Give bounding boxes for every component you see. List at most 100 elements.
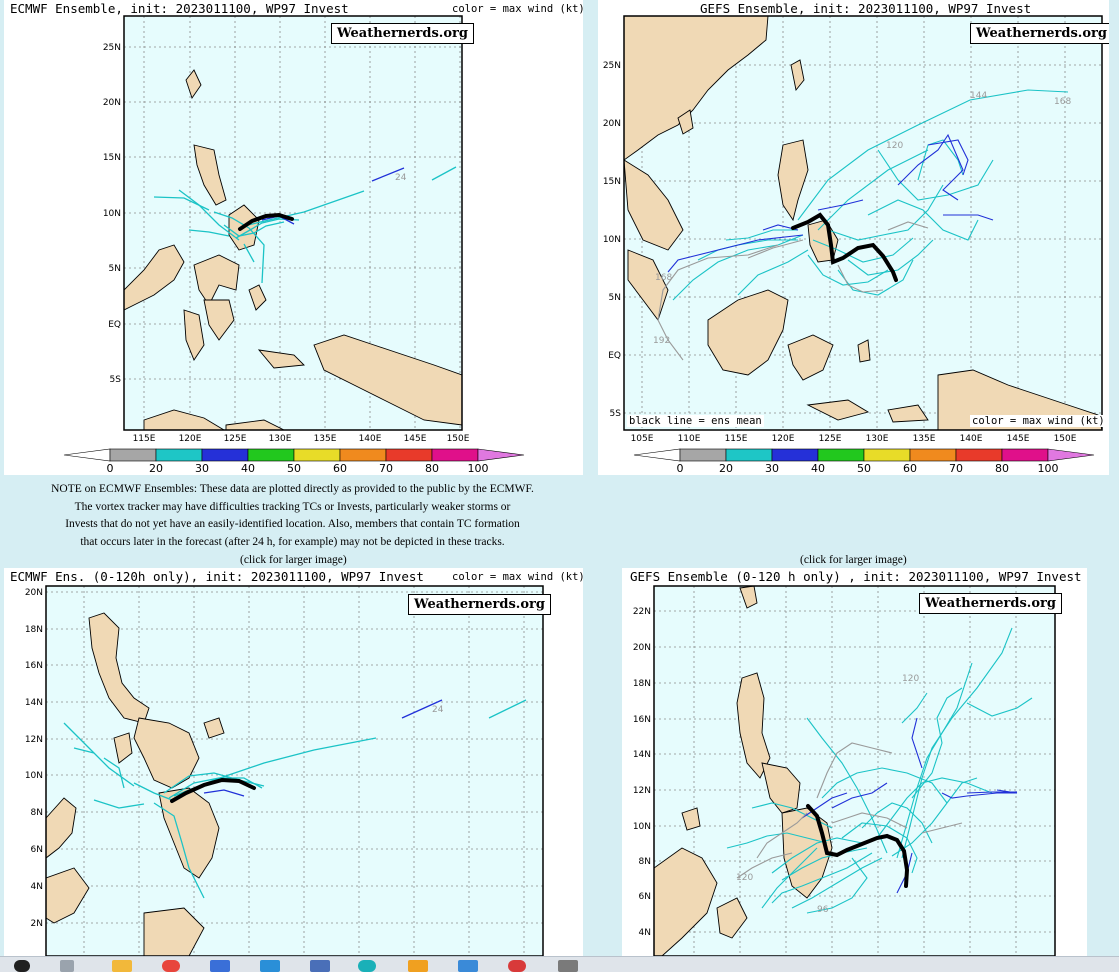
gefs-ensemble-map[interactable]: 144 168 120 168 192 25N 20N 15N 10N 5N EQ 5… (598, 0, 1109, 475)
chrome-icon[interactable] (162, 960, 180, 972)
svg-text:20: 20 (719, 462, 733, 475)
ecmwf-note: NOTE on ECMWF Ensembles: These data are … (20, 481, 565, 551)
track-member-line (736, 852, 793, 879)
svg-text:70: 70 (949, 462, 963, 475)
ecmwf-120h-map[interactable]: 24 20N 18N 16N 14N 12N 10N 8N 6N 4N 2N (4, 568, 583, 956)
track-member-line (756, 812, 808, 859)
gefs-120h-panel[interactable]: GEFS Ensemble (0-120 h only) , init: 202… (622, 568, 1087, 956)
track-member-line (188, 229, 230, 237)
ecmwf-120h-panel[interactable]: ECMWF Ens. (0-120h only), init: 20230111… (4, 568, 583, 956)
hour-labels: 120 120 96 (736, 674, 919, 915)
svg-text:115E: 115E (725, 434, 748, 444)
search-icon[interactable] (60, 960, 74, 972)
app-icon[interactable] (508, 960, 526, 972)
landmass (654, 586, 833, 956)
track-member-line (807, 254, 889, 286)
store-icon[interactable] (458, 960, 478, 972)
svg-text:140E: 140E (960, 434, 983, 444)
track-member-line (841, 822, 918, 874)
track-member-line (771, 837, 863, 874)
ecmwf-ensemble-map[interactable]: 24 25N 20N 15N 10N 5N EQ 5S 115E 120E 125E 13… (4, 0, 583, 475)
svg-text:8N: 8N (639, 857, 651, 867)
wind-colorbar (633, 448, 1095, 462)
ensemble-tracks (657, 89, 1069, 361)
track-member-line (761, 847, 818, 909)
svg-text:130E: 130E (269, 434, 292, 444)
longitude-labels: 105E 110E 115E 120E 125E 130E 135E 140E 145E… (631, 434, 1077, 444)
color-legend-label: color = max wind (kt) (970, 415, 1107, 427)
svg-text:EQ: EQ (108, 320, 121, 330)
edge-icon[interactable] (358, 960, 376, 972)
track-member-line (806, 857, 868, 914)
gefs-ensemble-panel[interactable]: GEFS Ensemble, init: 2023011100, WP97 In… (598, 0, 1109, 475)
svg-text:2N: 2N (31, 919, 43, 929)
track-member-line (966, 697, 1033, 717)
svg-text:EQ: EQ (608, 351, 621, 361)
svg-text:16N: 16N (633, 715, 651, 725)
svg-text:60: 60 (903, 462, 917, 475)
track-member-line (817, 149, 929, 231)
svg-text:168: 168 (655, 273, 672, 283)
track-member-line (831, 812, 908, 829)
track-member-line (488, 699, 527, 719)
photos-icon[interactable] (408, 960, 428, 972)
ensemble-mean-track (238, 212, 294, 231)
calendar-icon[interactable] (310, 960, 330, 972)
svg-text:16N: 16N (25, 661, 43, 671)
latitude-labels: 20N 18N 16N 14N 12N 10N 8N 6N 4N 2N (25, 588, 43, 929)
svg-text:100: 100 (1038, 462, 1059, 475)
ensemble-mean-track (170, 777, 256, 803)
click-larger-image-link-left[interactable]: (click for larger image) (240, 554, 347, 566)
track-member-line (747, 239, 804, 259)
track-member-line (401, 699, 443, 719)
app-icon[interactable] (558, 960, 578, 972)
svg-text:8N: 8N (31, 808, 43, 818)
svg-text:80: 80 (425, 462, 439, 475)
svg-text:120E: 120E (772, 434, 795, 444)
svg-text:20: 20 (149, 462, 163, 475)
track-member-line (243, 243, 255, 263)
svg-text:144: 144 (970, 91, 987, 101)
svg-text:30: 30 (195, 462, 209, 475)
folder-icon[interactable] (112, 960, 132, 972)
click-larger-image-link-right[interactable]: (click for larger image) (800, 554, 907, 566)
taskbar (0, 956, 1119, 972)
weathernerds-logo: Weathernerds.org (331, 23, 474, 44)
svg-text:5N: 5N (109, 264, 121, 274)
svg-text:135E: 135E (314, 434, 337, 444)
briefcase-icon[interactable] (260, 960, 280, 972)
ensemble-tracks (63, 699, 527, 899)
note-line: that occurs later in the forecast (after… (80, 535, 505, 548)
track-member-line (911, 687, 963, 799)
track-member-line (791, 857, 883, 909)
start-icon[interactable] (14, 960, 30, 972)
track-member-line (896, 662, 973, 859)
track-member-line (943, 214, 994, 221)
svg-text:5N: 5N (609, 293, 621, 303)
track-member-line (371, 167, 405, 182)
track-member-line (213, 211, 265, 284)
svg-text:5S: 5S (610, 409, 622, 419)
track-member-line (431, 166, 457, 181)
ensemble-mean-track (791, 212, 898, 282)
ecmwf-ensemble-panel[interactable]: ECMWF Ensemble, init: 2023011100, WP97 I… (4, 0, 583, 475)
track-member-line (847, 239, 934, 276)
panel-title: ECMWF Ensemble, init: 2023011100, WP97 I… (10, 1, 349, 16)
gefs-120h-map[interactable]: 120 120 96 22N 20N 18N 16N 14N 12N 10N 8N 6N… (622, 568, 1087, 956)
document-icon[interactable] (210, 960, 230, 972)
svg-text:14N: 14N (633, 750, 651, 760)
svg-text:15N: 15N (603, 177, 621, 187)
svg-text:125E: 125E (819, 434, 842, 444)
track-member-line (897, 133, 964, 201)
ensemble-tracks (153, 166, 457, 284)
hour-label: 24 (432, 705, 444, 715)
weathernerds-logo: Weathernerds.org (970, 23, 1109, 44)
svg-text:25N: 25N (603, 61, 621, 71)
track-member-line (781, 847, 868, 881)
track-member-line (806, 717, 888, 854)
track-member-line (927, 139, 969, 176)
svg-text:25N: 25N (103, 43, 121, 53)
svg-text:22N: 22N (633, 607, 651, 617)
track-member-line (153, 802, 205, 899)
track-member-line (911, 717, 923, 769)
